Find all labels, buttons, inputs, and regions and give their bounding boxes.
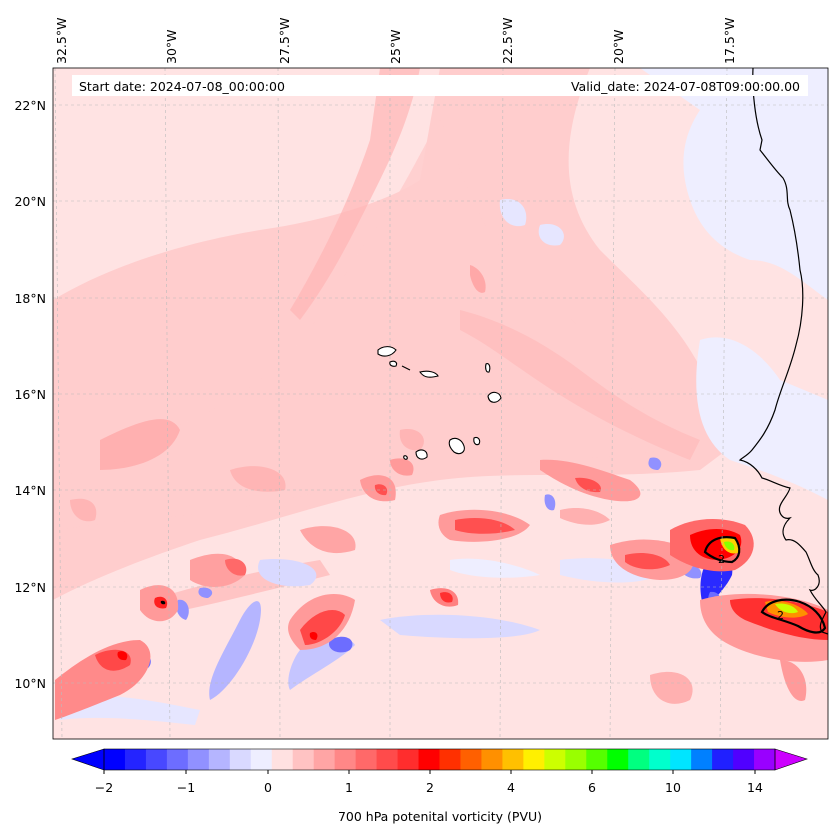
- pv-contour-2: [703, 536, 827, 634]
- colorbar-cell: [208, 749, 231, 770]
- colorbar-tick-label: 14: [747, 780, 763, 795]
- colorbar-cell: [523, 749, 545, 770]
- lat-label: 20°N: [14, 194, 46, 209]
- coastline-africa: [738, 68, 828, 635]
- colorbar-cell: [691, 749, 713, 770]
- colorbar-cell: [607, 749, 629, 770]
- map-area: [53, 68, 828, 739]
- header-box: [72, 75, 808, 96]
- lon-label: 22.5°W: [500, 18, 515, 64]
- colorbar-cell: [481, 749, 503, 770]
- colorbar-cell: [124, 749, 147, 770]
- colorbar-cell: [544, 749, 566, 770]
- pv-field-positive: [55, 429, 828, 720]
- colorbar-cell: [229, 749, 252, 770]
- colorbar-cell: [733, 749, 755, 770]
- colorbar-cell: [104, 749, 126, 770]
- latitude-labels: 22°N 20°N 18°N 16°N 14°N 12°N 10°N: [14, 98, 46, 691]
- colorbar-cell: [502, 749, 524, 770]
- colorbar-cell: [271, 749, 294, 770]
- contour-label: 2: [718, 553, 725, 566]
- colorbar-cell: [355, 749, 378, 770]
- lon-label: 20°W: [611, 29, 626, 64]
- lat-label: 10°N: [14, 676, 46, 691]
- colorbar-cell: [187, 749, 210, 770]
- colorbar-outline: [103, 748, 776, 771]
- colorbar-tick-label: 2: [426, 780, 434, 795]
- colorbar-cell: [334, 749, 357, 770]
- colorbar-cell: [250, 749, 273, 770]
- contour-label: 2: [777, 609, 784, 622]
- colorbar-max-arrow: [774, 748, 808, 771]
- lat-label: 12°N: [14, 580, 46, 595]
- lon-label: 25°W: [388, 29, 403, 64]
- colorbar-cell: [670, 749, 692, 770]
- colorbar-cell: [439, 749, 461, 770]
- colorbar-cell: [586, 749, 608, 770]
- lon-label: 17.5°W: [722, 18, 737, 64]
- colorbar-cells: [104, 749, 776, 770]
- valid-date-label: Valid_date: 2024-07-08T09:00:00.00: [571, 79, 800, 94]
- lat-label: 18°N: [14, 291, 46, 306]
- longitude-labels: 32.5°W 30°W 27.5°W 25°W 22.5°W 20°W 17.5…: [54, 18, 737, 64]
- lat-label: 14°N: [14, 483, 46, 498]
- lon-label: 32.5°W: [54, 18, 69, 64]
- cape-verde-islands: [377, 346, 502, 460]
- colorbar-title: 700 hPa potenital vorticity (PVU): [338, 809, 542, 824]
- lon-label: 30°W: [164, 29, 179, 64]
- colorbar-tick-label: 6: [588, 780, 596, 795]
- map-frame: [52, 67, 829, 740]
- colorbar-cell: [565, 749, 587, 770]
- graticule: [53, 68, 828, 739]
- colorbar-cell: [460, 749, 482, 770]
- colorbar-tick-label: 10: [665, 780, 681, 795]
- colorbar-cell: [376, 749, 399, 770]
- colorbar-tick-label: −1: [177, 780, 195, 795]
- colorbar-cell: [418, 749, 440, 770]
- colorbar-cell: [292, 749, 315, 770]
- colorbar-tick-label: 1: [345, 780, 353, 795]
- lat-label: 22°N: [14, 98, 46, 113]
- colorbar-tick-label: −2: [95, 780, 113, 795]
- colorbar-cell: [397, 749, 420, 770]
- lat-label: 16°N: [14, 387, 46, 402]
- colorbar-cell: [166, 749, 189, 770]
- colorbar-cell: [712, 749, 734, 770]
- colorbar-cell: [313, 749, 336, 770]
- colorbar-ticks: −2 −1 0 1 2 4 6 10 14: [95, 770, 763, 795]
- colorbar: −2 −1 0 1 2 4 6 10 14 700 hPa potenital …: [71, 748, 808, 824]
- start-date-label: Start date: 2024-07-08_00:00:00: [79, 79, 285, 94]
- colorbar-tick-label: 4: [507, 780, 515, 795]
- colorbar-cell: [145, 749, 168, 770]
- colorbar-cell: [628, 749, 650, 770]
- colorbar-min-arrow: [71, 748, 105, 771]
- colorbar-cell: [754, 749, 776, 770]
- colorbar-cell: [649, 749, 671, 770]
- colorbar-tick-label: 0: [264, 780, 272, 795]
- lon-label: 27.5°W: [277, 18, 292, 64]
